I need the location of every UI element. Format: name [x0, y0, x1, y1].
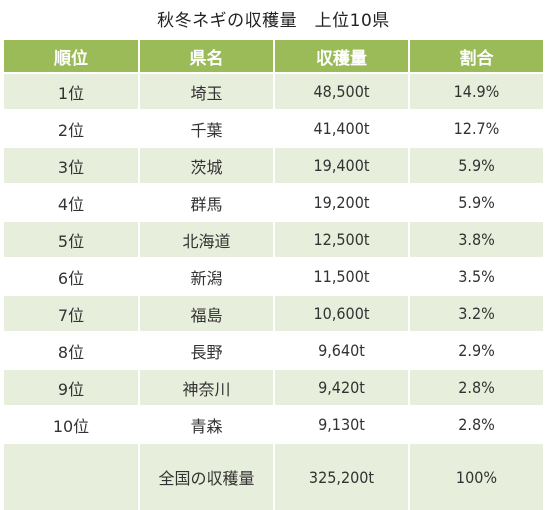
harvest-cell: 19,400t [274, 146, 410, 184]
table-row: 1位 埼玉 48,500t 14.9% [4, 72, 543, 110]
prefecture-cell: 北海道 [139, 220, 275, 258]
table-row: 5位 北海道 12,500t 3.8% [4, 220, 543, 258]
share-cell: 3.8% [409, 220, 543, 258]
total-share-cell: 100% [409, 442, 543, 510]
harvest-cell: 48,500t [274, 72, 410, 110]
prefecture-cell: 青森 [139, 405, 275, 443]
column-header-harvest: 収穫量 [274, 40, 410, 73]
prefecture-cell: 千葉 [139, 109, 275, 147]
share-cell: 14.9% [409, 72, 543, 110]
harvest-cell: 11,500t [274, 257, 410, 295]
prefecture-cell: 埼玉 [139, 72, 275, 110]
table-row: 3位 茨城 19,400t 5.9% [4, 146, 543, 184]
column-header-prefecture: 県名 [139, 40, 275, 73]
total-rank-cell [4, 442, 140, 510]
share-cell: 12.7% [409, 109, 543, 147]
rank-cell: 1位 [4, 72, 140, 110]
harvest-ranking-table: 順位 県名 収穫量 割合 1位 埼玉 48,500t 14.9% 2位 千葉 4… [4, 40, 543, 510]
prefecture-cell: 茨城 [139, 146, 275, 184]
share-cell: 2.8% [409, 405, 543, 443]
harvest-cell: 9,420t [274, 368, 410, 406]
table-row: 4位 群馬 19,200t 5.9% [4, 183, 543, 221]
table-row: 6位 新潟 11,500t 3.5% [4, 257, 543, 295]
share-cell: 3.5% [409, 257, 543, 295]
total-row: 全国の収穫量 325,200t 100% [4, 442, 543, 510]
harvest-cell: 9,130t [274, 405, 410, 443]
table-title: 秋冬ネギの収穫量 上位10県 [157, 11, 390, 31]
table-row: 8位 長野 9,640t 2.9% [4, 331, 543, 369]
total-label-cell: 全国の収穫量 [139, 442, 275, 510]
table-row: 10位 青森 9,130t 2.8% [4, 405, 543, 443]
rank-cell: 2位 [4, 109, 140, 147]
rank-cell: 10位 [4, 405, 140, 443]
total-harvest-cell: 325,200t [274, 442, 410, 510]
column-header-share: 割合 [409, 40, 543, 73]
rank-cell: 4位 [4, 183, 140, 221]
table-row: 7位 福島 10,600t 3.2% [4, 294, 543, 332]
rank-cell: 8位 [4, 331, 140, 369]
rank-cell: 7位 [4, 294, 140, 332]
harvest-cell: 12,500t [274, 220, 410, 258]
rank-cell: 6位 [4, 257, 140, 295]
share-cell: 2.9% [409, 331, 543, 369]
rank-cell: 9位 [4, 368, 140, 406]
header-row: 順位 県名 収穫量 割合 [4, 40, 543, 73]
prefecture-cell: 神奈川 [139, 368, 275, 406]
share-cell: 5.9% [409, 183, 543, 221]
rank-cell: 5位 [4, 220, 140, 258]
prefecture-cell: 群馬 [139, 183, 275, 221]
prefecture-cell: 新潟 [139, 257, 275, 295]
harvest-cell: 41,400t [274, 109, 410, 147]
harvest-cell: 10,600t [274, 294, 410, 332]
prefecture-cell: 福島 [139, 294, 275, 332]
harvest-cell: 9,640t [274, 331, 410, 369]
table-row: 9位 神奈川 9,420t 2.8% [4, 368, 543, 406]
harvest-cell: 19,200t [274, 183, 410, 221]
prefecture-cell: 長野 [139, 331, 275, 369]
share-cell: 2.8% [409, 368, 543, 406]
table-row: 2位 千葉 41,400t 12.7% [4, 109, 543, 147]
share-cell: 5.9% [409, 146, 543, 184]
column-header-rank: 順位 [4, 40, 140, 73]
share-cell: 3.2% [409, 294, 543, 332]
rank-cell: 3位 [4, 146, 140, 184]
